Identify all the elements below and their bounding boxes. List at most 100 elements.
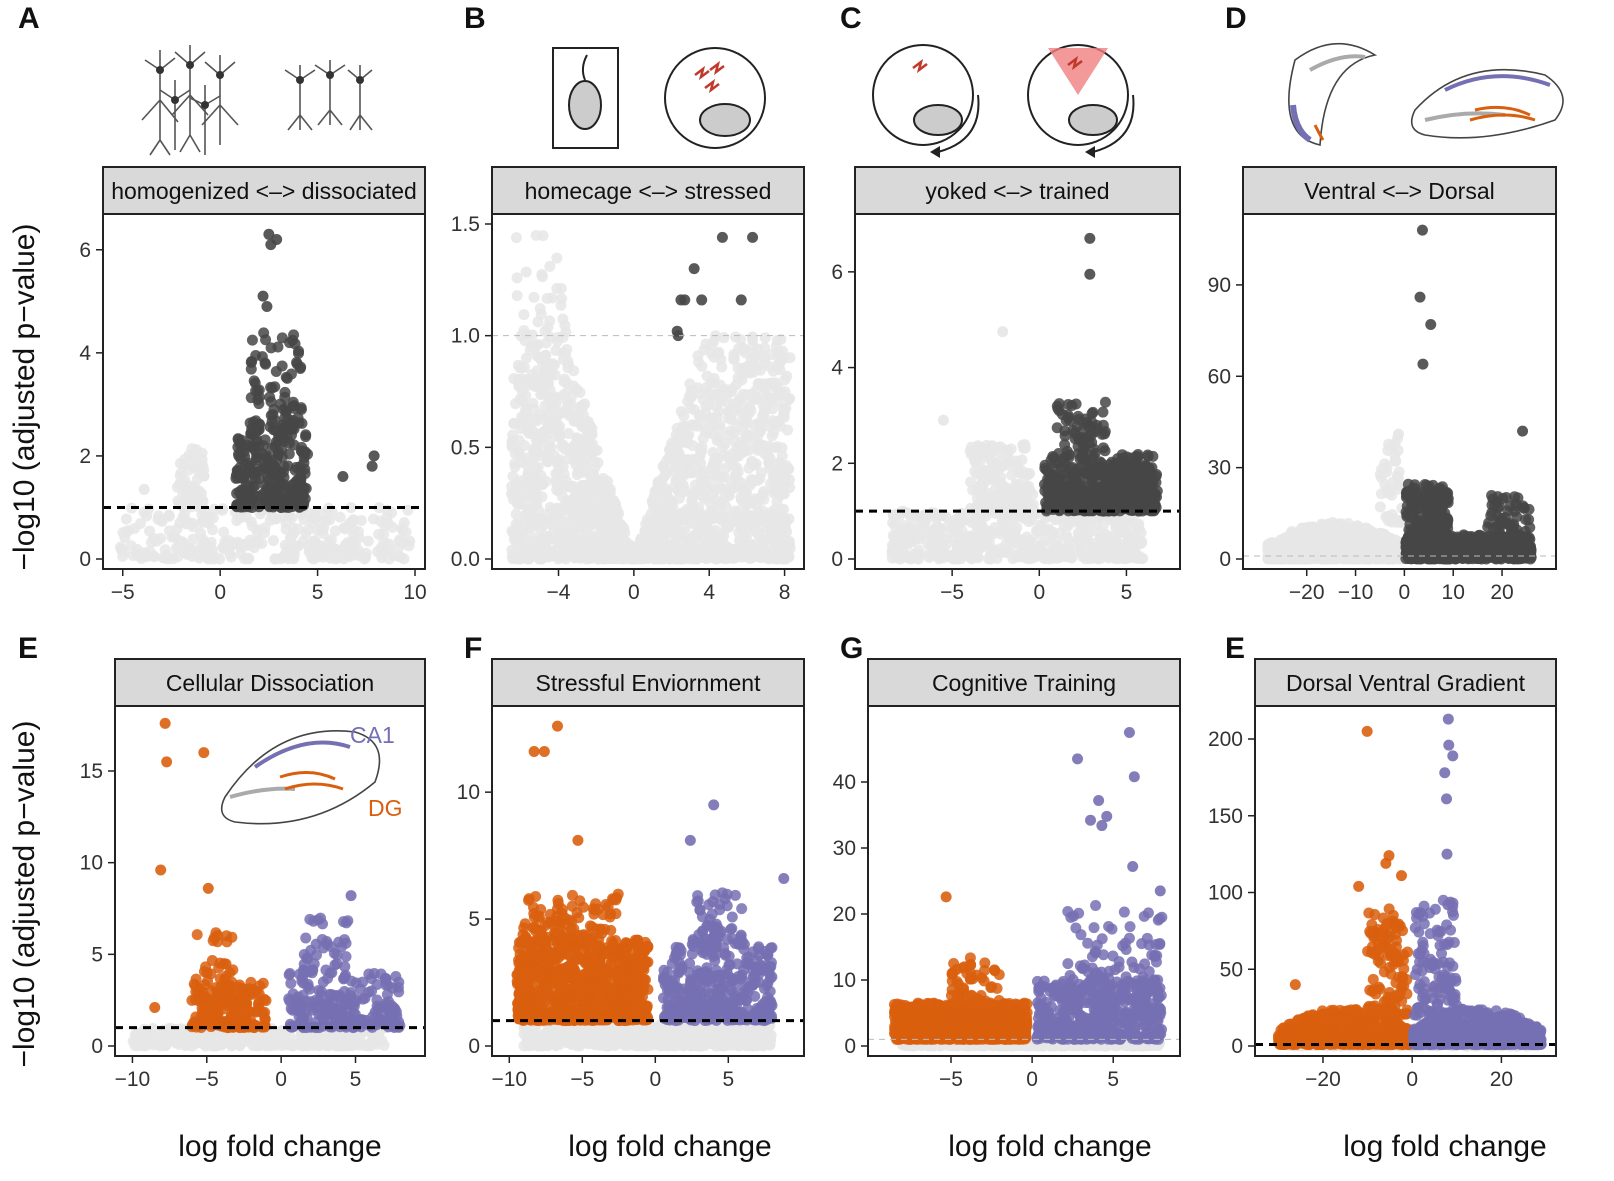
data-point: [522, 376, 533, 387]
data-point: [1086, 437, 1097, 448]
data-point: [983, 467, 994, 478]
data-point: [575, 387, 586, 398]
data-point: [531, 365, 542, 376]
data-point: [760, 332, 771, 343]
data-point: [544, 315, 555, 326]
data-point: [1011, 532, 1022, 543]
data-point: [1298, 525, 1309, 536]
strip-label: yoked <–> trained: [925, 178, 1109, 204]
data-point: [744, 363, 755, 374]
data-point: [162, 550, 173, 561]
data-point: [550, 345, 561, 356]
data-point: [557, 491, 568, 502]
y-tick-label: 0.5: [451, 436, 480, 459]
data-point: [554, 393, 565, 404]
data-point: [546, 403, 557, 414]
data-point: [243, 553, 254, 564]
data-point: [320, 548, 331, 559]
data-point: [312, 540, 323, 551]
data-point: [690, 487, 701, 498]
data-point: [742, 509, 753, 520]
data-point: [585, 421, 596, 432]
data-point: [652, 538, 663, 549]
data-point: [700, 400, 711, 411]
data-point: [661, 524, 672, 535]
data-point: [1114, 476, 1125, 487]
data-point: [249, 480, 260, 491]
data-point: [300, 431, 311, 442]
data-point: [144, 546, 155, 557]
data-point: [592, 480, 603, 491]
x-tick-label: 5: [312, 581, 324, 604]
data-point: [1363, 545, 1374, 556]
data-point: [935, 524, 946, 535]
data-point: [719, 472, 730, 483]
y-tick-label: 6: [831, 261, 843, 284]
y-tick-label: 6: [79, 239, 91, 262]
data-point: [387, 522, 398, 533]
data-point: [193, 547, 204, 558]
data-point: [747, 232, 758, 243]
data-point: [949, 524, 960, 535]
data-point: [588, 468, 599, 479]
data-point: [902, 537, 913, 548]
data-point: [354, 532, 365, 543]
data-point: [573, 489, 584, 500]
data-point: [730, 332, 741, 343]
data-point: [747, 476, 758, 487]
data-point: [781, 371, 792, 382]
data-point: [744, 553, 755, 564]
data-point: [1042, 473, 1053, 484]
data-point: [559, 505, 570, 516]
data-point: [751, 442, 762, 453]
data-point: [519, 440, 530, 451]
data-point: [544, 261, 555, 272]
data-point: [279, 392, 290, 403]
points-layer: [887, 233, 1163, 565]
data-point: [707, 551, 718, 562]
data-point: [754, 537, 765, 548]
data-point: [1429, 502, 1440, 513]
data-point: [729, 482, 740, 493]
data-point: [528, 292, 539, 303]
data-point: [542, 361, 553, 372]
data-point: [1294, 540, 1305, 551]
data-point: [909, 522, 920, 533]
data-point: [512, 290, 523, 301]
data-point: [268, 535, 279, 546]
data-point: [266, 342, 277, 353]
data-point: [1099, 428, 1110, 439]
data-point: [673, 473, 684, 484]
data-point: [982, 488, 993, 499]
data-point: [1053, 478, 1064, 489]
data-point: [337, 471, 348, 482]
data-point: [1344, 537, 1355, 548]
data-point: [1040, 460, 1051, 471]
data-point: [1111, 523, 1122, 534]
data-point: [779, 488, 790, 499]
data-point: [585, 551, 596, 562]
data-point: [709, 377, 720, 388]
data-point: [526, 531, 537, 542]
points-layer: [506, 230, 796, 565]
data-point: [1020, 496, 1031, 507]
data-point: [775, 504, 786, 515]
data-point: [1073, 535, 1084, 546]
data-point: [699, 425, 710, 436]
y-tick-label: 0: [79, 548, 91, 571]
data-point: [733, 372, 744, 383]
data-point: [135, 518, 146, 529]
data-point: [1036, 524, 1047, 535]
data-point: [763, 441, 774, 452]
x-tick-label: 0: [214, 581, 226, 604]
data-point: [261, 301, 272, 312]
data-point: [361, 548, 372, 559]
data-point: [780, 524, 791, 535]
data-point: [696, 361, 707, 372]
data-point: [535, 303, 546, 314]
data-point: [926, 540, 937, 551]
data-point: [605, 484, 616, 495]
x-tick-label: 0: [628, 581, 640, 604]
data-point: [1426, 488, 1437, 499]
